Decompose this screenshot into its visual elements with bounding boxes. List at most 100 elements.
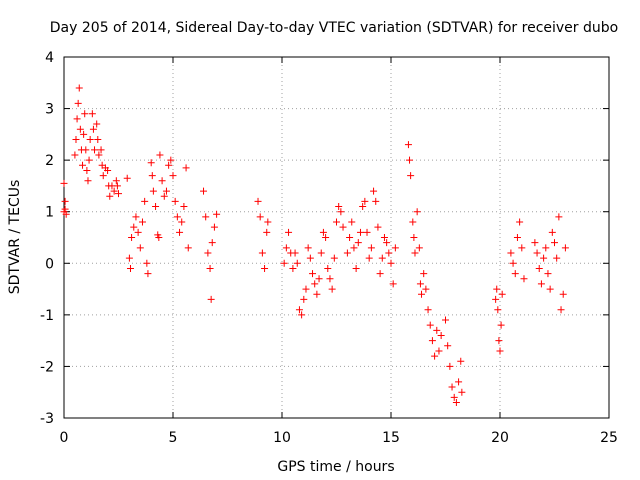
y-tick-label: 2	[45, 153, 54, 169]
data-point	[533, 249, 541, 257]
data-point	[561, 244, 569, 252]
data-point	[367, 244, 375, 252]
data-point	[213, 210, 221, 218]
data-point	[446, 362, 454, 370]
data-point	[61, 197, 69, 205]
data-point	[324, 264, 332, 272]
data-point	[136, 244, 144, 252]
data-point	[448, 383, 456, 391]
data-point	[518, 244, 526, 252]
data-point	[85, 156, 93, 164]
data-point	[254, 197, 262, 205]
data-point	[210, 223, 218, 231]
y-tick-label: -2	[40, 359, 54, 375]
data-point	[437, 331, 445, 339]
data-point	[350, 244, 358, 252]
data-point	[128, 234, 136, 241]
data-point	[385, 249, 393, 257]
data-point	[424, 306, 432, 314]
data-point	[126, 264, 134, 272]
data-point	[207, 295, 215, 303]
data-point	[71, 151, 79, 159]
data-point	[389, 280, 397, 288]
data-point	[156, 151, 164, 159]
data-point	[110, 187, 118, 195]
data-point	[495, 337, 503, 345]
data-point	[84, 177, 92, 185]
data-point	[91, 146, 99, 154]
data-point	[409, 218, 417, 226]
data-point	[433, 326, 441, 334]
data-point	[182, 164, 190, 172]
data-point	[79, 161, 87, 169]
data-point	[125, 254, 133, 262]
data-point	[115, 190, 122, 198]
data-point	[540, 254, 548, 262]
data-point	[387, 259, 395, 267]
y-axis-label: SDTVAR / TECUs	[7, 180, 23, 295]
data-point	[295, 306, 303, 314]
y-tick-label: 1	[45, 205, 54, 221]
data-point	[263, 228, 271, 236]
data-point	[333, 218, 340, 226]
data-point	[407, 172, 415, 180]
data-point	[309, 270, 317, 278]
y-tick-label: -1	[40, 308, 54, 324]
data-point	[160, 192, 168, 200]
data-point	[406, 156, 414, 164]
data-point	[285, 228, 293, 236]
data-point	[339, 223, 347, 231]
data-point	[62, 210, 70, 218]
data-point	[492, 295, 500, 303]
data-point	[289, 264, 297, 272]
data-point	[378, 254, 386, 262]
axis-ticks	[63, 56, 610, 419]
data-point	[370, 187, 378, 195]
data-point	[520, 275, 528, 283]
data-point	[516, 218, 524, 226]
data-point	[304, 244, 312, 252]
y-tick-label: 3	[45, 102, 54, 118]
data-point	[493, 285, 501, 293]
chart-title: Day 205 of 2014, Sidereal Day-to-day VTE…	[50, 20, 618, 36]
data-point	[138, 218, 146, 226]
data-point	[88, 110, 96, 118]
data-point	[264, 218, 272, 226]
x-tick-label: 5	[169, 430, 178, 446]
data-point	[169, 172, 177, 180]
data-point	[311, 280, 319, 288]
data-point	[60, 179, 68, 187]
tick-labels: 0 5 10 15 20 25 -3 -2 -1 0 1 2 3 4	[40, 50, 618, 446]
data-point	[416, 280, 424, 288]
data-point	[372, 197, 380, 205]
data-point	[75, 84, 83, 92]
x-tick-label: 20	[491, 430, 509, 446]
data-point	[354, 239, 362, 247]
data-point	[302, 285, 310, 293]
data-point	[458, 388, 466, 396]
data-point	[343, 249, 351, 257]
data-point	[82, 146, 90, 154]
x-axis-label: GPS time / hours	[277, 459, 394, 475]
data-point	[113, 182, 121, 190]
data-points	[60, 84, 569, 407]
data-point	[132, 213, 140, 221]
data-point	[148, 172, 156, 180]
data-point	[73, 115, 81, 123]
data-point	[99, 172, 107, 180]
x-tick-label: 10	[273, 430, 291, 446]
data-point	[306, 254, 314, 262]
data-point	[184, 244, 192, 252]
data-point	[496, 347, 504, 355]
data-point	[498, 290, 506, 298]
data-point	[507, 249, 515, 257]
data-point	[104, 166, 112, 174]
data-point	[123, 174, 131, 182]
data-point	[94, 136, 102, 144]
data-point	[420, 270, 428, 278]
data-point	[291, 249, 299, 257]
y-tick-label: -3	[40, 411, 54, 427]
data-point	[178, 218, 186, 226]
data-point	[315, 275, 323, 283]
